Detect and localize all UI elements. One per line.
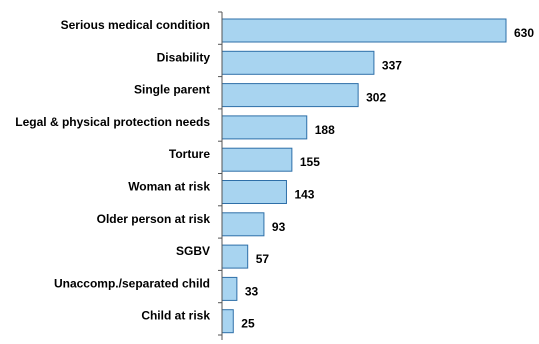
value-label: 630: [514, 26, 534, 40]
bar: [221, 276, 238, 301]
value-label: 143: [294, 188, 314, 202]
value-label: 57: [256, 252, 270, 266]
value-label: 25: [241, 317, 255, 331]
value-label: 33: [245, 284, 259, 298]
category-label: Torture: [169, 147, 210, 161]
bars-layer: [221, 18, 507, 334]
axis-layer: [218, 11, 223, 340]
category-label: Child at risk: [141, 309, 210, 323]
bar: [221, 18, 507, 43]
category-label: Single parent: [134, 83, 210, 97]
bar: [221, 309, 234, 334]
category-label: Woman at risk: [128, 180, 210, 194]
bar: [221, 115, 308, 140]
value-label: 93: [272, 220, 286, 234]
category-label: Legal & physical protection needs: [15, 115, 210, 129]
category-labels-layer: Serious medical condition Disability Singl…: [15, 18, 210, 323]
category-label: Older person at risk: [97, 212, 211, 226]
bar: [221, 147, 293, 172]
bar: [221, 244, 249, 269]
category-label: Unaccomp./separated child: [54, 276, 210, 290]
category-label: Disability: [157, 50, 211, 64]
value-label: 337: [382, 58, 402, 72]
value-labels-layer: 630 337 302 188 155 143 93 57 33 25: [241, 26, 534, 331]
bar: [221, 180, 287, 204]
bar: [221, 212, 265, 237]
category-label: Serious medical condition: [61, 18, 210, 32]
value-label: 155: [300, 155, 320, 169]
bar: [221, 50, 375, 75]
value-label: 188: [315, 123, 335, 137]
value-label: 302: [366, 91, 386, 105]
bar: [221, 83, 359, 108]
category-label: SGBV: [176, 244, 210, 258]
